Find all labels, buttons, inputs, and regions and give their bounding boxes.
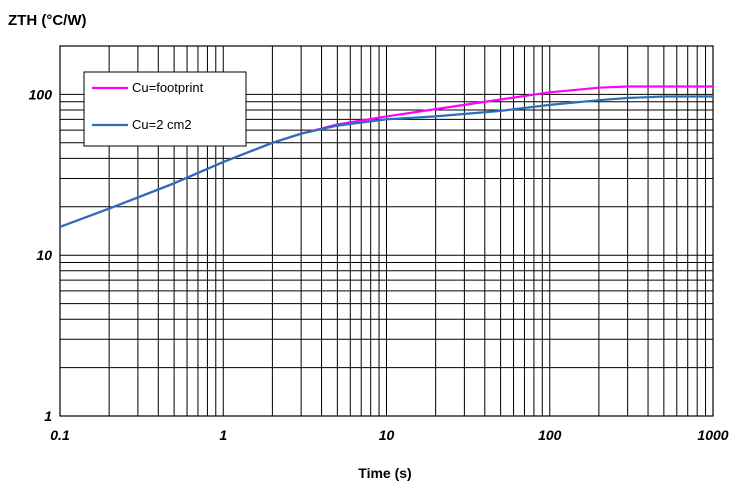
series-group [59,85,713,228]
x-tick-label: 10 [379,427,395,443]
x-tick-label: 100 [538,427,562,443]
y-tick-label: 100 [29,86,53,102]
y-tick-label: 1 [44,408,52,424]
tick-labels: 0.1 1 10 100 1000 1 10 100 [29,86,729,443]
legend-label-cu-2cm2: Cu=2 cm2 [132,117,192,132]
series-line-cu-2cm2 [59,95,713,228]
legend-box [83,71,247,147]
plot-frame [59,45,714,417]
legend-label-cu-footprint: Cu=footprint [132,80,204,95]
legend: Cu=footprint Cu=2 cm2 [83,71,247,147]
y-axis-label: ZTH (°C/W) [8,12,86,29]
x-tick-label: 0.1 [50,427,70,443]
y-tick-label: 10 [36,247,52,263]
x-tick-label: 1 [219,427,227,443]
x-axis-label: Time (s) [358,465,411,481]
x-tick-label: 1000 [697,427,728,443]
